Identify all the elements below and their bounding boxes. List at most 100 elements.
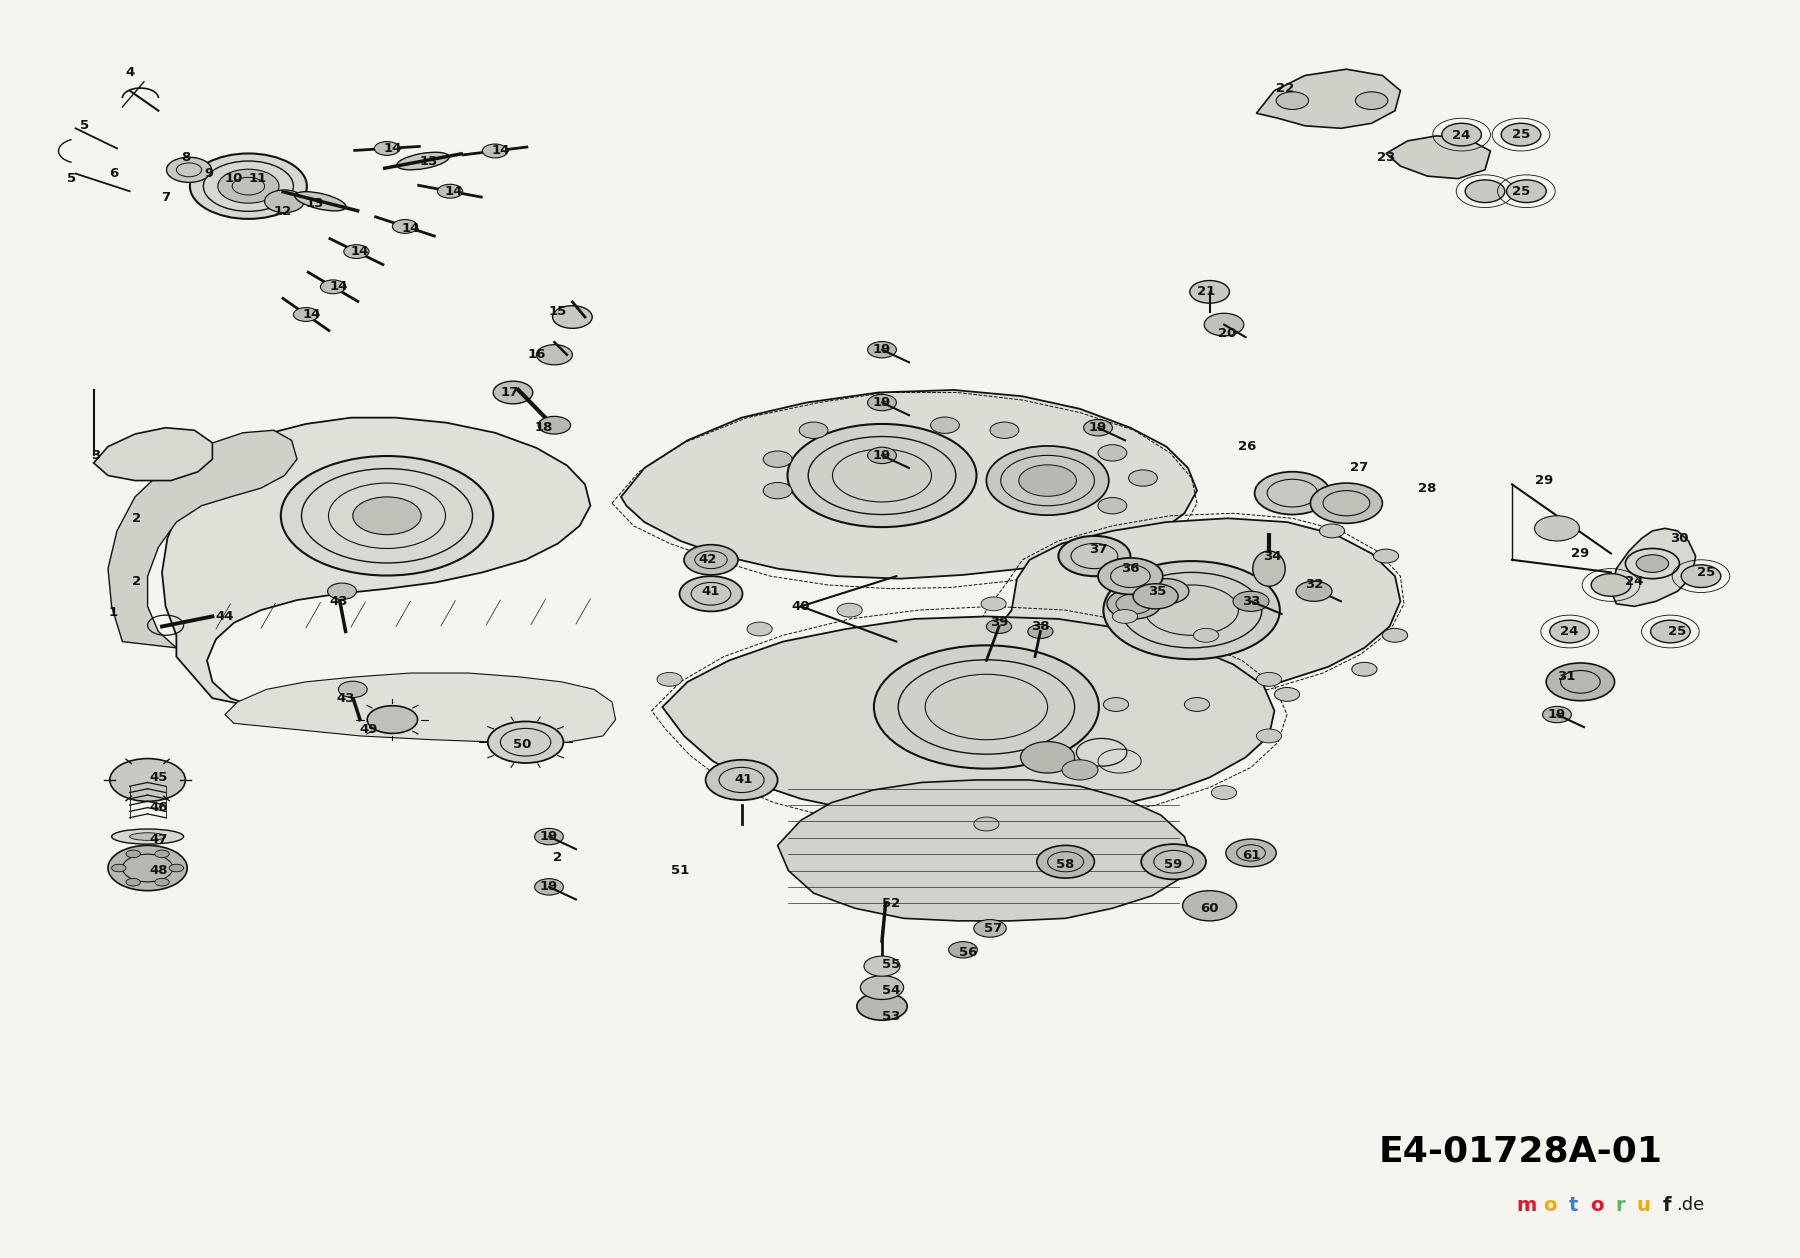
Ellipse shape [990, 421, 1019, 438]
Ellipse shape [1276, 92, 1309, 109]
Ellipse shape [553, 306, 592, 328]
Ellipse shape [1098, 497, 1127, 513]
Text: u: u [1636, 1195, 1651, 1215]
Ellipse shape [1183, 891, 1237, 921]
PathPatch shape [94, 428, 212, 481]
Text: 39: 39 [990, 616, 1008, 629]
Ellipse shape [1193, 628, 1219, 642]
Text: 34: 34 [1264, 550, 1282, 562]
Ellipse shape [538, 416, 571, 434]
Ellipse shape [868, 341, 896, 357]
Text: 37: 37 [1089, 543, 1107, 556]
Ellipse shape [1296, 581, 1332, 601]
Ellipse shape [743, 779, 769, 793]
Ellipse shape [1543, 706, 1571, 722]
Ellipse shape [1256, 730, 1282, 742]
Ellipse shape [763, 482, 792, 498]
Ellipse shape [1013, 679, 1039, 692]
Text: 32: 32 [1305, 579, 1323, 591]
Ellipse shape [868, 447, 896, 463]
Text: 19: 19 [873, 396, 891, 409]
Text: 6: 6 [108, 167, 119, 180]
Ellipse shape [1021, 741, 1075, 772]
Ellipse shape [328, 582, 356, 599]
Ellipse shape [1129, 469, 1157, 486]
Ellipse shape [1134, 584, 1179, 609]
Text: 19: 19 [540, 881, 558, 893]
Ellipse shape [1103, 561, 1280, 659]
Ellipse shape [857, 993, 907, 1020]
Text: 52: 52 [882, 897, 900, 910]
Text: 19: 19 [540, 830, 558, 843]
Text: 26: 26 [1238, 440, 1256, 453]
Ellipse shape [875, 645, 1098, 769]
Text: t: t [1568, 1195, 1579, 1215]
Ellipse shape [1145, 579, 1190, 604]
Ellipse shape [108, 845, 187, 891]
Text: 41: 41 [734, 774, 752, 786]
Text: 7: 7 [160, 191, 171, 204]
Ellipse shape [1546, 663, 1615, 701]
PathPatch shape [986, 518, 1400, 704]
Text: 14: 14 [351, 245, 369, 258]
Ellipse shape [320, 279, 346, 293]
Text: 19: 19 [1089, 421, 1107, 434]
Ellipse shape [1103, 697, 1129, 711]
Text: 25: 25 [1697, 566, 1715, 579]
Text: 15: 15 [549, 306, 567, 318]
Text: 10: 10 [225, 172, 243, 185]
Ellipse shape [1355, 92, 1388, 109]
Ellipse shape [986, 620, 1012, 634]
Text: r: r [1615, 1195, 1625, 1215]
Ellipse shape [367, 706, 418, 733]
Ellipse shape [1255, 472, 1330, 515]
PathPatch shape [778, 780, 1192, 921]
Text: 44: 44 [216, 610, 234, 623]
Text: 16: 16 [527, 348, 545, 361]
Text: 48: 48 [149, 864, 167, 877]
Ellipse shape [747, 621, 772, 635]
Text: 60: 60 [1201, 902, 1219, 915]
Text: o: o [1543, 1195, 1557, 1215]
Ellipse shape [931, 416, 959, 433]
Text: 13: 13 [419, 155, 437, 167]
Ellipse shape [1112, 609, 1138, 623]
Text: 49: 49 [360, 723, 378, 736]
Text: 31: 31 [1557, 671, 1575, 683]
Text: 23: 23 [1377, 151, 1395, 164]
Ellipse shape [837, 603, 862, 616]
Text: 27: 27 [1350, 462, 1368, 474]
Ellipse shape [1636, 555, 1669, 572]
Ellipse shape [1319, 525, 1345, 538]
Text: 58: 58 [1057, 858, 1075, 871]
Ellipse shape [799, 421, 828, 438]
Text: 11: 11 [248, 172, 266, 185]
Text: 14: 14 [401, 223, 419, 235]
Ellipse shape [112, 829, 184, 844]
Ellipse shape [1681, 565, 1721, 587]
PathPatch shape [621, 390, 1197, 579]
Ellipse shape [986, 445, 1109, 516]
Text: 3: 3 [90, 449, 101, 462]
PathPatch shape [1386, 136, 1490, 179]
Text: 9: 9 [203, 167, 214, 180]
Ellipse shape [864, 956, 900, 976]
Ellipse shape [1190, 281, 1229, 303]
Ellipse shape [1256, 672, 1282, 686]
Text: 36: 36 [1121, 562, 1139, 575]
Text: 35: 35 [1148, 585, 1166, 598]
Text: 4: 4 [124, 67, 135, 79]
Ellipse shape [680, 576, 742, 611]
Text: 29: 29 [1535, 474, 1553, 487]
Ellipse shape [488, 722, 563, 762]
Text: 14: 14 [383, 142, 401, 155]
Ellipse shape [1211, 785, 1237, 800]
PathPatch shape [1256, 69, 1400, 128]
Text: 50: 50 [513, 738, 531, 751]
Text: 1: 1 [108, 606, 119, 619]
Text: 57: 57 [985, 922, 1003, 935]
Text: 47: 47 [149, 833, 167, 845]
Ellipse shape [482, 143, 508, 159]
Ellipse shape [374, 141, 400, 155]
Ellipse shape [1141, 844, 1206, 879]
